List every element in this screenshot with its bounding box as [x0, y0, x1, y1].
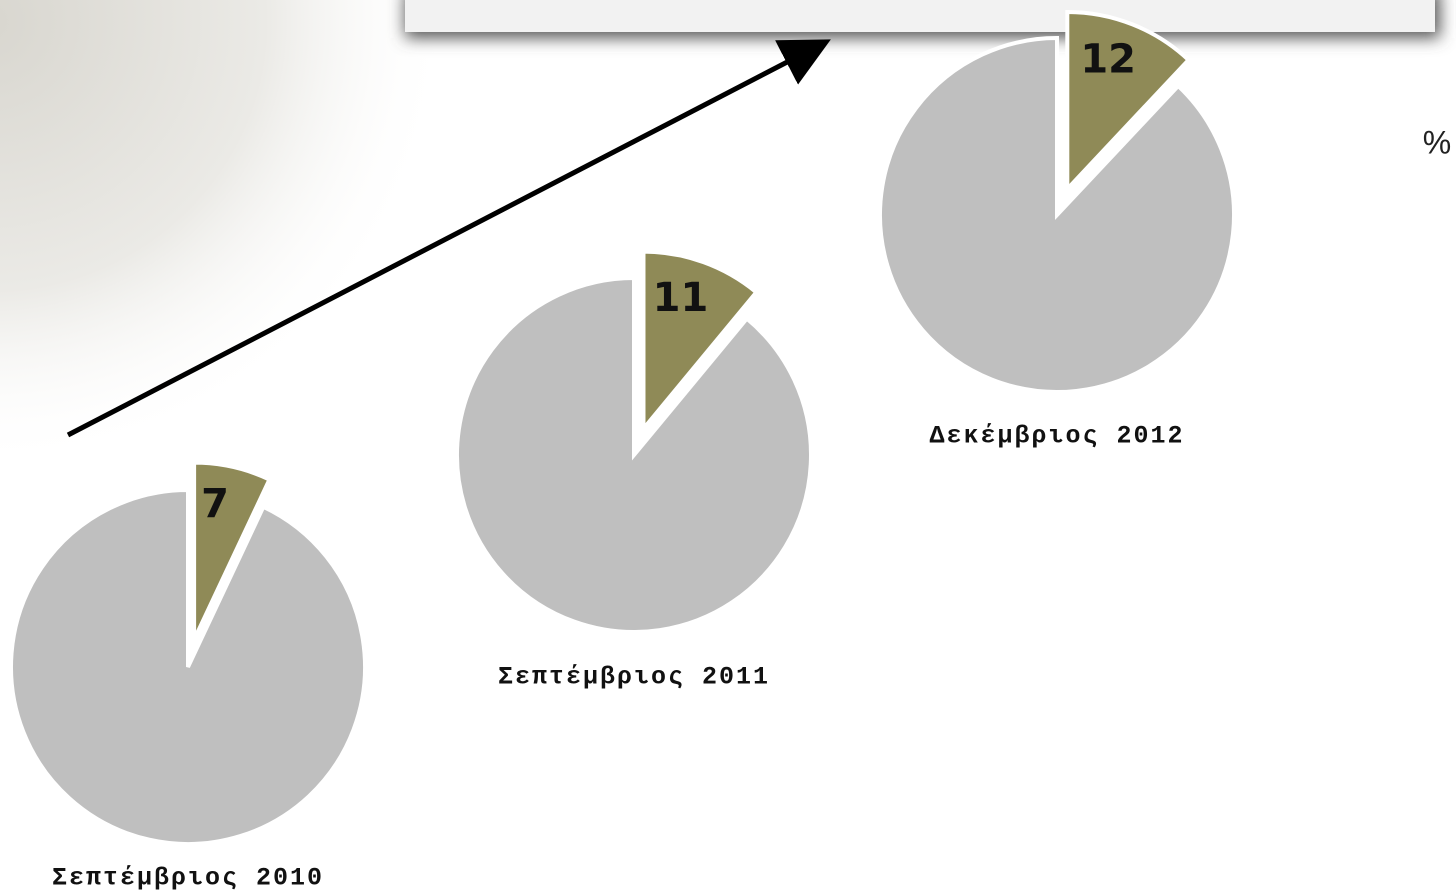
data-label: 12 — [1080, 37, 1136, 83]
pie-slice — [880, 38, 1234, 392]
pie-title: Σεπτέμβριος 2010 — [52, 864, 324, 893]
pie-title: Δεκέμβριος 2012 — [929, 422, 1184, 451]
header-bar — [405, 0, 1435, 32]
unit-label: % — [1423, 124, 1451, 160]
pie-slice — [457, 278, 811, 632]
data-label: 7 — [201, 481, 229, 527]
pie-title: Σεπτέμβριος 2011 — [498, 663, 770, 692]
pie-slice — [11, 490, 365, 844]
background-image — [0, 0, 450, 470]
slide: % 7 Σεπτέμβριος 2010 11 Σεπτέμβριος 2011 12 Δ… — [0, 0, 1456, 893]
data-label: 11 — [653, 275, 709, 321]
